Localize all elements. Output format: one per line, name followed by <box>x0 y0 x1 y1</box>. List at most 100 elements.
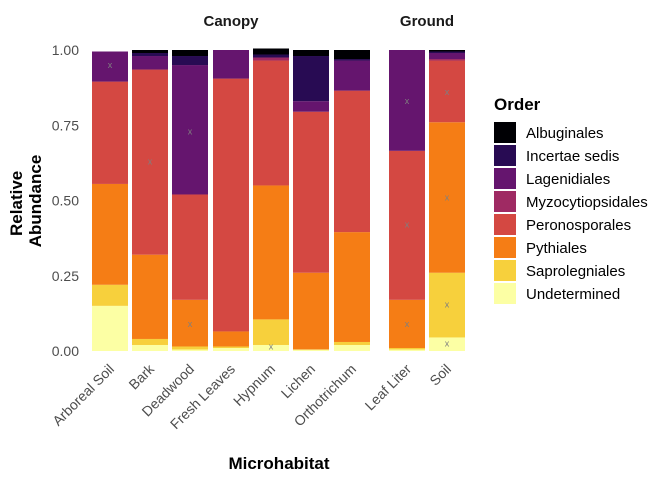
bar-segment-orthotrichum-pythiales <box>334 232 370 342</box>
legend-label-lagenidiales: Lagenidiales <box>526 171 610 188</box>
bar-segment-leaf-liter-pythiales <box>389 299 425 348</box>
bar-segment-lichen-pythiales <box>293 272 329 350</box>
bar-segment-leaf-liter-undetermined <box>389 349 425 351</box>
bar-segment-bark-saprolegniales <box>132 338 168 345</box>
legend-label-undetermined: Undetermined <box>526 286 620 303</box>
bar-segment-soil-peronosporales <box>429 60 465 123</box>
bar-segment-arboreal-soil-lagenidiales <box>92 51 128 82</box>
x-tick-label-leaf-liter: Leaf Liter <box>362 361 415 414</box>
bar-segment-arboreal-soil-peronosporales <box>92 81 128 184</box>
bar-segment-deadwood-saprolegniales <box>172 346 208 350</box>
bar-segment-fresh-leaves-saprolegniales <box>213 346 249 348</box>
marker-soil: x <box>445 338 450 348</box>
legend-swatch-incertae-sedis <box>494 145 516 166</box>
bar-segment-deadwood-incertae-sedis <box>172 56 208 66</box>
y-tick-label: 0.25 <box>52 268 79 284</box>
marker-hypnum: x <box>269 341 274 351</box>
bar-segment-orthotrichum-albuginales <box>334 50 370 60</box>
bar-segment-hypnum-incertae-sedis <box>253 54 289 58</box>
legend: Order Albuginales Incertae sedis Lagenidia… <box>494 95 648 304</box>
marker-leaf-liter: x <box>405 220 410 230</box>
x-tick-label-bark: Bark <box>125 360 157 392</box>
legend-swatch-pythiales <box>494 237 516 258</box>
bar-segment-lichen-peronosporales <box>293 111 329 273</box>
legend-swatch-saprolegniales <box>494 260 516 281</box>
bar-segment-hypnum-albuginales <box>253 48 289 55</box>
bar-segment-lichen-lagenidiales <box>293 101 329 112</box>
bar-segment-fresh-leaves-pythiales <box>213 331 249 347</box>
bar-segment-bark-incertae-sedis <box>132 53 168 57</box>
x-tick-label-hypnum: Hypnum <box>230 361 278 409</box>
bar-segment-deadwood-pythiales <box>172 299 208 347</box>
y-tick-label: 0.00 <box>52 343 79 359</box>
marker-bark: x <box>148 156 153 166</box>
bar-segment-soil-pythiales <box>429 122 465 273</box>
legend-swatch-undetermined <box>494 283 516 304</box>
bar-segment-hypnum-peronosporales <box>253 60 289 186</box>
bar-segment-soil-saprolegniales <box>429 272 465 338</box>
y-tick-label: 0.75 <box>52 117 79 133</box>
bar-segment-bark-albuginales <box>132 50 168 54</box>
bar-segment-deadwood-lagenidiales <box>172 65 208 195</box>
bars <box>92 48 465 351</box>
bar-segment-lichen-incertae-sedis <box>293 56 329 102</box>
legend-title: Order <box>494 95 541 114</box>
legend-label-albuginales: Albuginales <box>526 125 604 142</box>
bar-segment-hypnum-undetermined <box>253 344 289 351</box>
bar-segment-soil-albuginales <box>429 50 465 52</box>
bar-segment-arboreal-soil-saprolegniales <box>92 284 128 306</box>
bar-segment-arboreal-soil-undetermined <box>92 305 128 351</box>
bar-segment-hypnum-myzocytiopsidales <box>253 57 289 61</box>
marker-soil: x <box>445 299 450 309</box>
y-tick-label: 1.00 <box>52 42 79 58</box>
x-tick-label-soil: Soil <box>426 361 454 389</box>
marker-leaf-liter: x <box>405 319 410 329</box>
legend-swatch-albuginales <box>494 122 516 143</box>
bar-segment-lichen-albuginales <box>293 50 329 57</box>
markers: x x x x x x x x x x x x <box>108 60 450 351</box>
legend-swatch-peronosporales <box>494 214 516 235</box>
bar-segment-fresh-leaves-lagenidiales <box>213 50 249 79</box>
x-axis-title: Microhabitat <box>228 454 329 473</box>
bar-segment-leaf-liter-peronosporales <box>389 150 425 300</box>
y-axis-title: Relative Abundance <box>7 155 45 248</box>
bar-segment-hypnum-pythiales <box>253 185 289 320</box>
bar-segment-orthotrichum-lagenidiales <box>334 60 370 91</box>
legend-label-saprolegniales: Saprolegniales <box>526 263 625 280</box>
bar-segment-orthotrichum-incertae-sedis <box>334 59 370 61</box>
bar-segment-orthotrichum-peronosporales <box>334 90 370 233</box>
bar-segment-deadwood-albuginales <box>172 50 208 57</box>
x-tick-label-arboreal-soil: Arboreal Soil <box>49 361 117 429</box>
bar-segment-fresh-leaves-peronosporales <box>213 78 249 332</box>
marker-deadwood: x <box>188 319 193 329</box>
bar-segment-deadwood-peronosporales <box>172 194 208 300</box>
bar-segment-bark-pythiales <box>132 254 168 339</box>
legend-label-incertae-sedis: Incertae sedis <box>526 148 619 165</box>
y-tick-label: 0.50 <box>52 193 79 209</box>
y-axis: 0.00 0.25 0.50 0.75 1.00 <box>52 42 79 359</box>
bar-segment-soil-incertae-sedis <box>429 51 465 54</box>
facet-titles: Canopy Ground <box>203 13 454 30</box>
bar-segment-bark-peronosporales <box>132 69 168 255</box>
facet-title-canopy: Canopy <box>203 13 259 30</box>
legend-label-pythiales: Pythiales <box>526 240 587 257</box>
legend-label-peronosporales: Peronosporales <box>526 217 631 234</box>
legend-items: Albuginales Incertae sedis Lagenidiales Myz… <box>494 122 648 304</box>
marker-soil: x <box>445 192 450 202</box>
legend-label-myzocytiopsidales: Myzocytiopsidales <box>526 194 648 211</box>
marker-leaf-liter: x <box>405 96 410 106</box>
bar-segment-orthotrichum-undetermined <box>334 344 370 351</box>
bar-segment-orthotrichum-saprolegniales <box>334 341 370 345</box>
bar-segment-fresh-leaves-undetermined <box>213 347 249 351</box>
marker-arboreal-soil: x <box>108 60 113 70</box>
legend-swatch-myzocytiopsidales <box>494 191 516 212</box>
marker-deadwood: x <box>188 126 193 136</box>
legend-swatch-lagenidiales <box>494 168 516 189</box>
bar-segment-soil-lagenidiales <box>429 53 465 60</box>
bar-segment-arboreal-soil-pythiales <box>92 183 128 285</box>
bar-segment-deadwood-undetermined <box>172 349 208 351</box>
bar-segment-hypnum-saprolegniales <box>253 319 289 345</box>
bar-segment-soil-undetermined <box>429 337 465 351</box>
